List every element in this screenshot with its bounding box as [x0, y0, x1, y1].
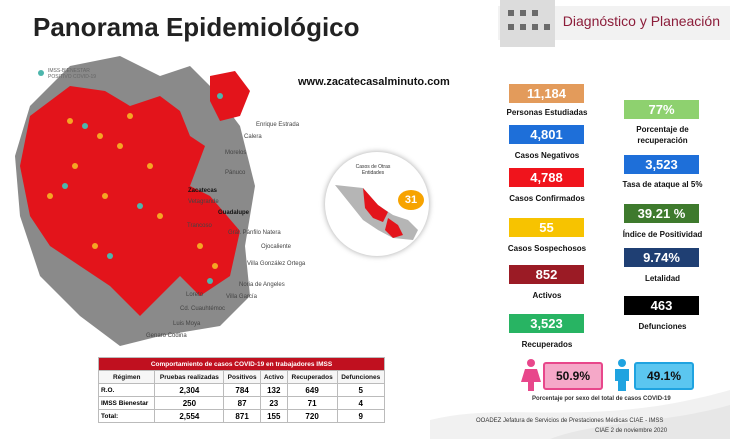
zacatecas-map [15, 56, 255, 346]
stat-ataque-label: Tasa de ataque al 5% [622, 180, 703, 189]
stat-confirmados-value: 4,788 [509, 168, 584, 187]
stat-activos-value: 852 [509, 265, 584, 284]
town-label: Cd. Cuauhtémoc [180, 306, 226, 312]
stat-recuperados-label: Recuperados [521, 340, 573, 349]
footer-wave [430, 390, 730, 439]
table-header-row: Régimen Pruebas realizadas Positivos Act… [97, 370, 385, 384]
table-cell: 649 [286, 383, 338, 397]
stat-estudiadas-value: 11,184 [509, 84, 584, 103]
table-cell: 87 [223, 396, 261, 410]
table-cell: 71 [286, 396, 338, 410]
table-cell: 155 [259, 409, 288, 423]
page-title: Panorama Epidemiológico [33, 12, 360, 42]
table-cell: IMSS Bienestar [97, 396, 156, 410]
stat-negativos-value: 4,801 [509, 125, 584, 144]
table-row: R.O. 2,304 784 132 649 5 [97, 383, 385, 397]
town-label: Guadalupe [218, 210, 250, 216]
stat-recuperacion-label-line: Porcentaje de [636, 125, 689, 134]
stat-estudiadas-label: Personas Estudiadas [506, 108, 588, 117]
legend-dot-icon [38, 70, 44, 76]
table-cell: 4 [336, 396, 385, 410]
header-band: Diagnóstico y Planeación [450, 0, 730, 55]
table-cell: 720 [286, 409, 338, 423]
town-label: Villa García [226, 294, 257, 300]
table-cell: 784 [223, 383, 261, 397]
table-row: IMSS Bienestar 250 87 23 71 4 [97, 396, 385, 410]
building-photo [500, 0, 555, 47]
town-label: Genaro Codina [146, 333, 187, 339]
inset-label-line: Entidades [361, 170, 385, 176]
town-label: Morelos [225, 150, 247, 156]
table-header: Régimen [97, 370, 156, 384]
table-cell: 2,304 [154, 383, 225, 397]
stat-recuperacion-label-line: recuperación [637, 136, 688, 145]
stat-defunciones-value: 463 [624, 296, 699, 315]
inset-label: Casos de Otras Entidades [348, 164, 398, 176]
stat-positividad-label: Índice de Positividad [622, 230, 703, 239]
table-cell: 2,554 [154, 409, 225, 423]
footer-line-2: CIAE 2 de noviembre 2020 [595, 428, 668, 434]
legend-line: IMSS-BIENESTAR [48, 68, 90, 74]
stat-positividad-value: 39.21 % [624, 204, 699, 223]
town-label: Villa González Ortega [247, 261, 306, 267]
town-label: Noria de Angeles [239, 282, 285, 288]
stat-letalidad-label: Letalidad [644, 274, 681, 283]
town-label: Ojocaliente [261, 244, 292, 250]
source-url: www.zacatecasalminuto.com [298, 76, 450, 88]
table-caption: Comportamiento de casos COVID-19 en trab… [98, 357, 385, 371]
table-cell: Total: [97, 409, 156, 423]
stat-sospechosos-value: 55 [509, 218, 584, 237]
town-label: Luis Moya [173, 321, 201, 327]
town-label: Pánuco [225, 170, 246, 176]
stat-recuperacion-label: Porcentaje de recuperación [610, 124, 715, 146]
male-percentage: 49.1% [634, 362, 694, 390]
male-icon [615, 359, 629, 391]
table-row: Total: 2,554 871 155 720 9 [97, 409, 385, 423]
table-cell: 23 [259, 396, 288, 410]
table-cell: 871 [223, 409, 261, 423]
town-label: Trancoso [187, 223, 212, 229]
table-header: Positivos [223, 370, 261, 384]
table-cell: R.O. [97, 383, 156, 397]
imss-workers-table: Comportamiento de casos COVID-19 en trab… [97, 357, 385, 423]
stat-letalidad-value: 9.74% [624, 248, 699, 267]
female-percentage: 50.9% [543, 362, 603, 390]
stat-sospechosos-label: Casos Sospechosos [507, 244, 587, 253]
stat-confirmados-label: Casos Confirmados [509, 194, 585, 203]
table-header: Activo [259, 370, 288, 384]
map-legend: IMSS-BIENESTAR POSITIVO COVID-19 [48, 68, 96, 80]
female-icon [521, 359, 541, 391]
town-label: Zacatecas [188, 188, 218, 194]
town-label: Grál. Pánfilo Natera [228, 230, 281, 236]
table-cell: 5 [336, 383, 385, 397]
table-header: Pruebas realizadas [154, 370, 225, 384]
stat-recuperacion-value: 77% [624, 100, 699, 119]
mexico-map [335, 185, 418, 240]
town-label: Enrique Estrada [256, 122, 300, 128]
town-label: Loreto [186, 292, 204, 298]
town-label: Vetagrande [188, 199, 219, 205]
table-header: Defunciones [336, 370, 385, 384]
stat-recuperados-value: 3,523 [509, 314, 584, 333]
sex-caption: Porcentaje por sexo del total de casos C… [532, 396, 671, 402]
other-entities-badge: 31 [398, 190, 424, 210]
town-label: Calera [244, 134, 262, 140]
header-label: Diagnóstico y Planeación [562, 13, 720, 29]
legend-line: POSITIVO COVID-19 [48, 74, 97, 80]
table-header: Recuperados [286, 370, 338, 384]
table-cell: 250 [154, 396, 225, 410]
stat-activos-label: Activos [532, 291, 562, 300]
stat-negativos-label: Casos Negativos [514, 151, 580, 160]
stat-defunciones-label: Defunciones [638, 322, 687, 331]
footer-line-1: OOADEZ Jefatura de Servicios de Prestaci… [476, 418, 664, 424]
inset-label-line: Casos de Otras [355, 164, 391, 170]
table-cell: 132 [259, 383, 288, 397]
table-cell: 9 [336, 409, 385, 423]
stat-ataque-value: 3,523 [624, 155, 699, 174]
